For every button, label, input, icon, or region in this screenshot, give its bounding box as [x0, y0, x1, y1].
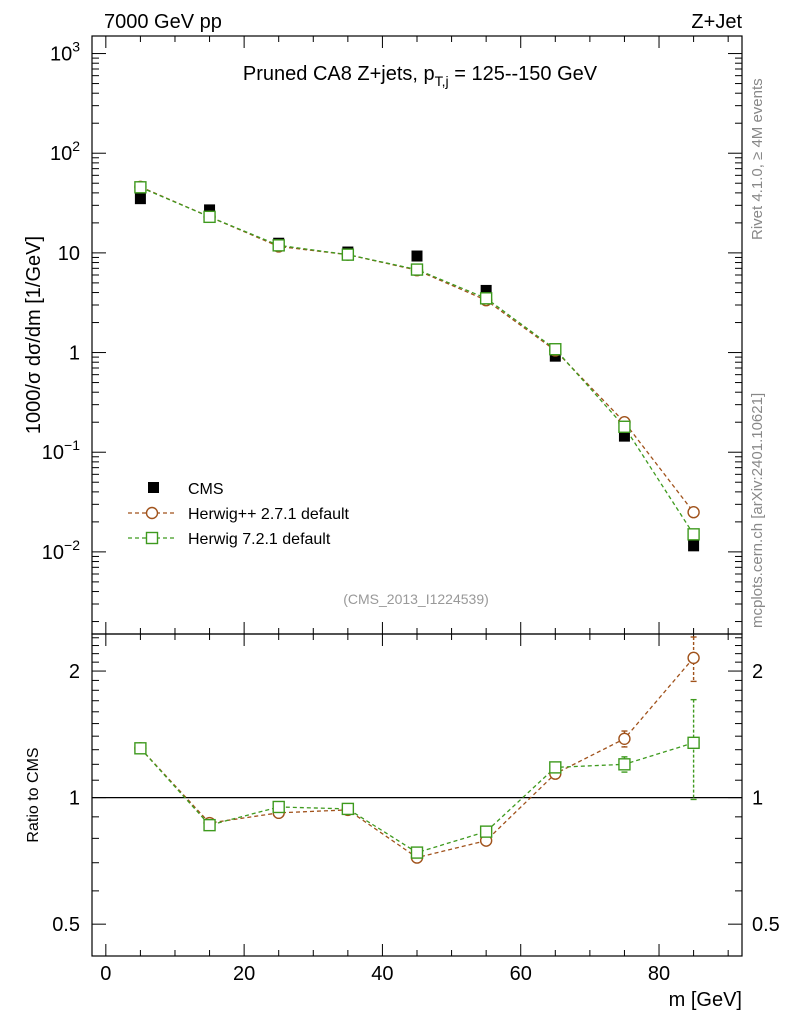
main-y-tick-label: 1	[69, 343, 80, 365]
x-tick-label: 40	[371, 963, 393, 985]
herwig7-data-point	[410, 263, 424, 276]
cms-data-point	[134, 193, 146, 205]
x-tick-label: 60	[510, 963, 532, 985]
herwig7-ratio-point	[549, 761, 562, 774]
x-tick-label: 80	[648, 963, 670, 985]
cms-data-point	[411, 250, 423, 262]
x-tick-label: 0	[100, 963, 111, 985]
ratio-y-tick-label-right: 2	[752, 661, 763, 683]
herwig7-data-point	[134, 181, 147, 194]
x-axis-label: m [GeV]	[669, 989, 742, 1011]
herwig7-data-point	[203, 210, 216, 224]
herwig7-data-point	[687, 528, 700, 541]
main-y-tick-label: 102	[50, 138, 80, 165]
main-y-tick-label: 10−1	[42, 437, 80, 464]
herwig7-ratio-point	[341, 802, 355, 816]
herwig7-data-point	[618, 420, 631, 433]
herwig7-data-point	[272, 239, 285, 252]
mcplots-source-label: mcplots.cern.ch [arXiv:2401.10621]	[749, 393, 766, 628]
header-left-label: 7000 GeV pp	[104, 11, 222, 33]
ratio-y-tick-label: 2	[69, 661, 80, 683]
ratio-y-tick-label: 0.5	[52, 914, 80, 936]
cms-data-point	[480, 284, 492, 296]
main-y-axis-label: 1000/σ dσ/dm [1/GeV]	[23, 236, 45, 434]
ratio-frame	[91, 633, 743, 957]
ratio-y-tick-label: 1	[69, 788, 80, 810]
herwig7-ratio-point	[203, 818, 216, 832]
legend-herwigpp-label: Herwig++ 2.7.1 default	[188, 506, 350, 523]
herwig7-ratio-point	[134, 742, 147, 755]
main-y-tick-label: 103	[50, 39, 80, 66]
header-right-label: Z+Jet	[691, 11, 742, 33]
main-panel: Pruned CA8 Z+jets, pT,j = 125--150 GeV 1…	[23, 35, 743, 635]
legend-herwig7-marker	[145, 531, 159, 545]
analysis-id-watermark: (CMS_2013_I1224539)	[343, 591, 489, 607]
ratio-axes: 0 20 40 60 80 2 2 1 1 0.5 0.5	[52, 634, 780, 985]
ratio-y-axis-label: Ratio to CMS	[25, 747, 42, 842]
herwigpp-data-point	[687, 506, 700, 519]
legend-herwig7-label: Herwig 7.2.1 default	[188, 531, 331, 548]
cms-data-point	[618, 430, 630, 442]
herwig7-data-point	[479, 292, 493, 305]
cms-data-point	[204, 204, 216, 216]
herwig7-ratio-point	[272, 800, 285, 814]
ratio-series-group	[134, 636, 700, 864]
x-tick-label: 20	[233, 963, 255, 985]
main-y-tick-label: 10−2	[42, 537, 80, 564]
herwig7-ratio-point	[618, 758, 631, 771]
herwigpp-ratio-point	[687, 651, 700, 665]
legend-herwigpp-marker	[145, 506, 159, 520]
main-series-group	[134, 180, 700, 552]
legend: CMS Herwig++ 2.7.1 default Herwig 7.2.1 …	[128, 481, 350, 548]
herwig7-ratio-point	[479, 825, 493, 838]
herwig7-data-point	[549, 343, 562, 356]
herwig7-ratio-point	[410, 846, 424, 859]
rivet-version-label: Rivet 4.1.0, ≥ 4M events	[749, 78, 766, 240]
main-series-line-1	[140, 186, 695, 513]
cms-data-point	[688, 540, 700, 552]
herwig7-data-point	[341, 248, 355, 261]
main-plot-title: Pruned CA8 Z+jets, pT,j = 125--150 GeV	[243, 63, 598, 89]
ratio-panel: Ratio to CMS m [GeV] 0 20 40 60 80 2 2 1 1 0.5 0.5	[25, 633, 780, 1011]
legend-cms-marker	[148, 482, 159, 493]
ratio-y-tick-label-right: 1	[752, 788, 763, 810]
main-y-tick-label: 10	[58, 243, 80, 265]
ratio-series-line-0	[139, 657, 695, 859]
herwig7-ratio-point	[687, 736, 700, 750]
herwigpp-ratio-point	[618, 732, 631, 746]
ratio-y-tick-label-right: 0.5	[752, 914, 780, 936]
legend-cms-label: CMS	[188, 481, 224, 498]
